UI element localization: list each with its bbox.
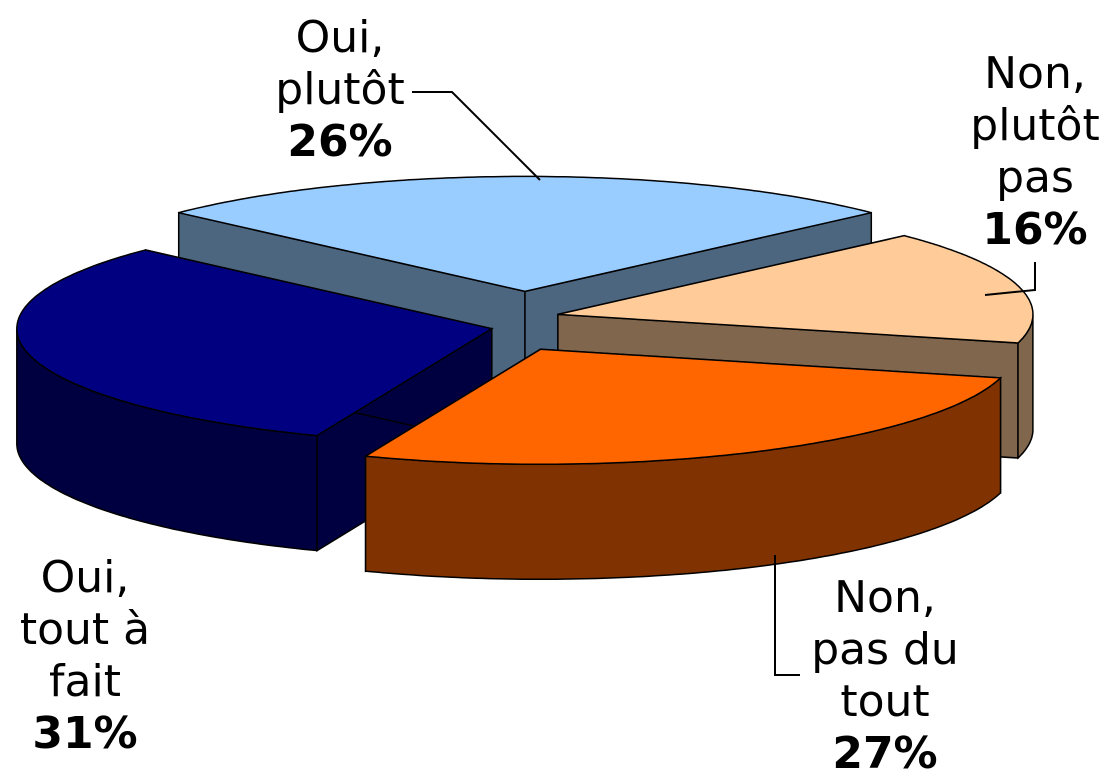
slice-top bbox=[557, 234, 1034, 344]
leader-line bbox=[774, 555, 800, 676]
slice-top bbox=[363, 348, 1003, 466]
slice-top bbox=[16, 249, 494, 437]
category-label: Oui, tout à fait bbox=[20, 552, 150, 707]
value-label: 31% bbox=[32, 708, 137, 759]
value-label: 27% bbox=[832, 728, 937, 779]
value-label: 16% bbox=[982, 204, 1087, 255]
slice bbox=[363, 347, 1003, 581]
category-label: Non, pas du tout bbox=[811, 572, 959, 727]
value-label: 26% bbox=[287, 116, 392, 167]
slice bbox=[16, 249, 494, 552]
category-label: Non, plutôt pas bbox=[970, 48, 1099, 203]
leader-line bbox=[412, 91, 541, 181]
slice-top bbox=[178, 175, 872, 293]
category-label: Oui, plutôt bbox=[275, 12, 404, 115]
leader-line bbox=[984, 262, 1036, 296]
